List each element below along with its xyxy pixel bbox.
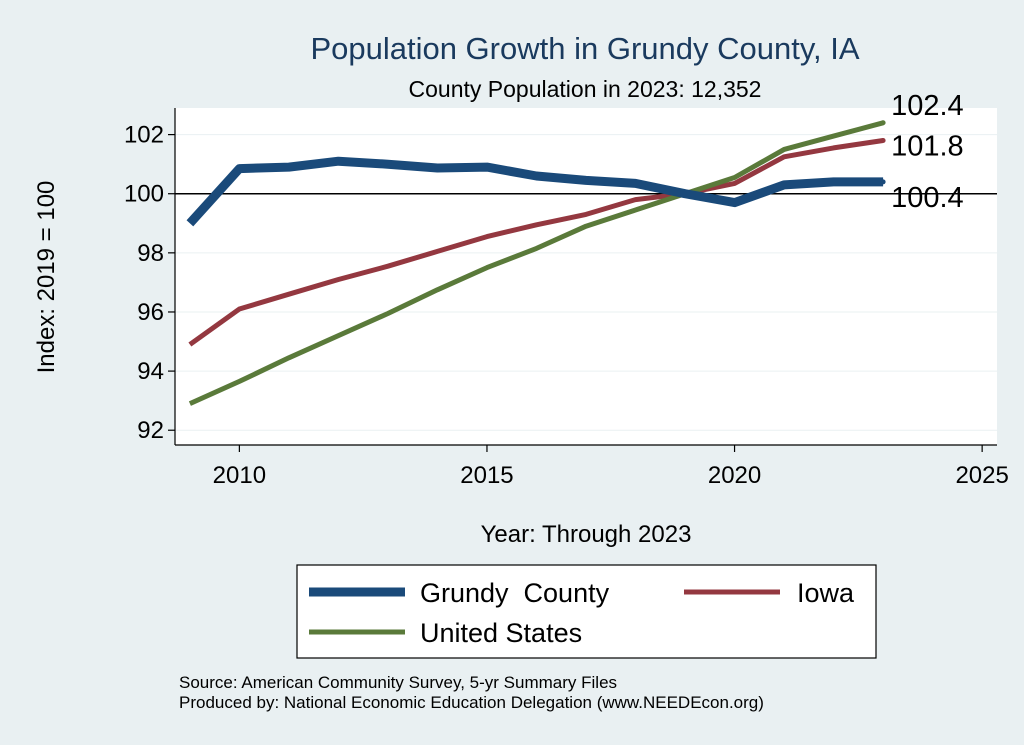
x-tick-label: 2020 <box>708 462 761 489</box>
x-axis: 2010 2015 2020 2025 <box>175 444 1009 489</box>
legend-box <box>296 564 877 659</box>
series-line-united-states <box>188 120 884 406</box>
x-tick-label: 2015 <box>460 462 513 489</box>
end-label-iowa: 101.8 <box>891 131 964 163</box>
series-end-point <box>880 120 886 126</box>
source-note: Source: American Community Survey, 5-yr … <box>179 673 617 692</box>
chart-title: Population Growth in Grundy County, IA <box>310 31 859 66</box>
chart-subtitle: County Population in 2023: 12,352 <box>409 76 762 102</box>
legend-label: United States <box>420 618 582 648</box>
end-labels: 100.4 101.8 102.4 <box>891 90 964 214</box>
series-lines <box>186 120 886 406</box>
y-tick-label: 100 <box>124 181 164 208</box>
y-tick-label: 92 <box>137 417 164 444</box>
x-tick-label: 2025 <box>955 462 1008 489</box>
y-tick-label: 96 <box>137 299 164 326</box>
end-label-united-states: 102.4 <box>891 90 964 122</box>
y-axis: 92 94 96 98 100 102 <box>124 108 176 445</box>
series-line-iowa <box>188 138 884 347</box>
y-tick-label: 102 <box>124 122 164 149</box>
y-tick-label: 94 <box>137 358 164 385</box>
plot-area <box>175 108 997 445</box>
producer-note: Produced by: National Economic Education… <box>179 693 764 712</box>
series-end-point <box>880 179 886 185</box>
legend-label: Iowa <box>797 578 855 608</box>
series-end-point <box>880 138 886 144</box>
end-label-grundy-county: 100.4 <box>891 182 964 214</box>
legend: Grundy County Iowa United States <box>296 564 877 659</box>
y-axis-label: Index: 2019 = 100 <box>33 181 60 374</box>
y-tick-label: 98 <box>137 240 164 267</box>
legend-label: Grundy County <box>420 578 610 608</box>
x-tick-label: 2010 <box>213 462 266 489</box>
x-axis-label: Year: Through 2023 <box>481 521 692 548</box>
series-line-grundy-county <box>186 156 884 227</box>
